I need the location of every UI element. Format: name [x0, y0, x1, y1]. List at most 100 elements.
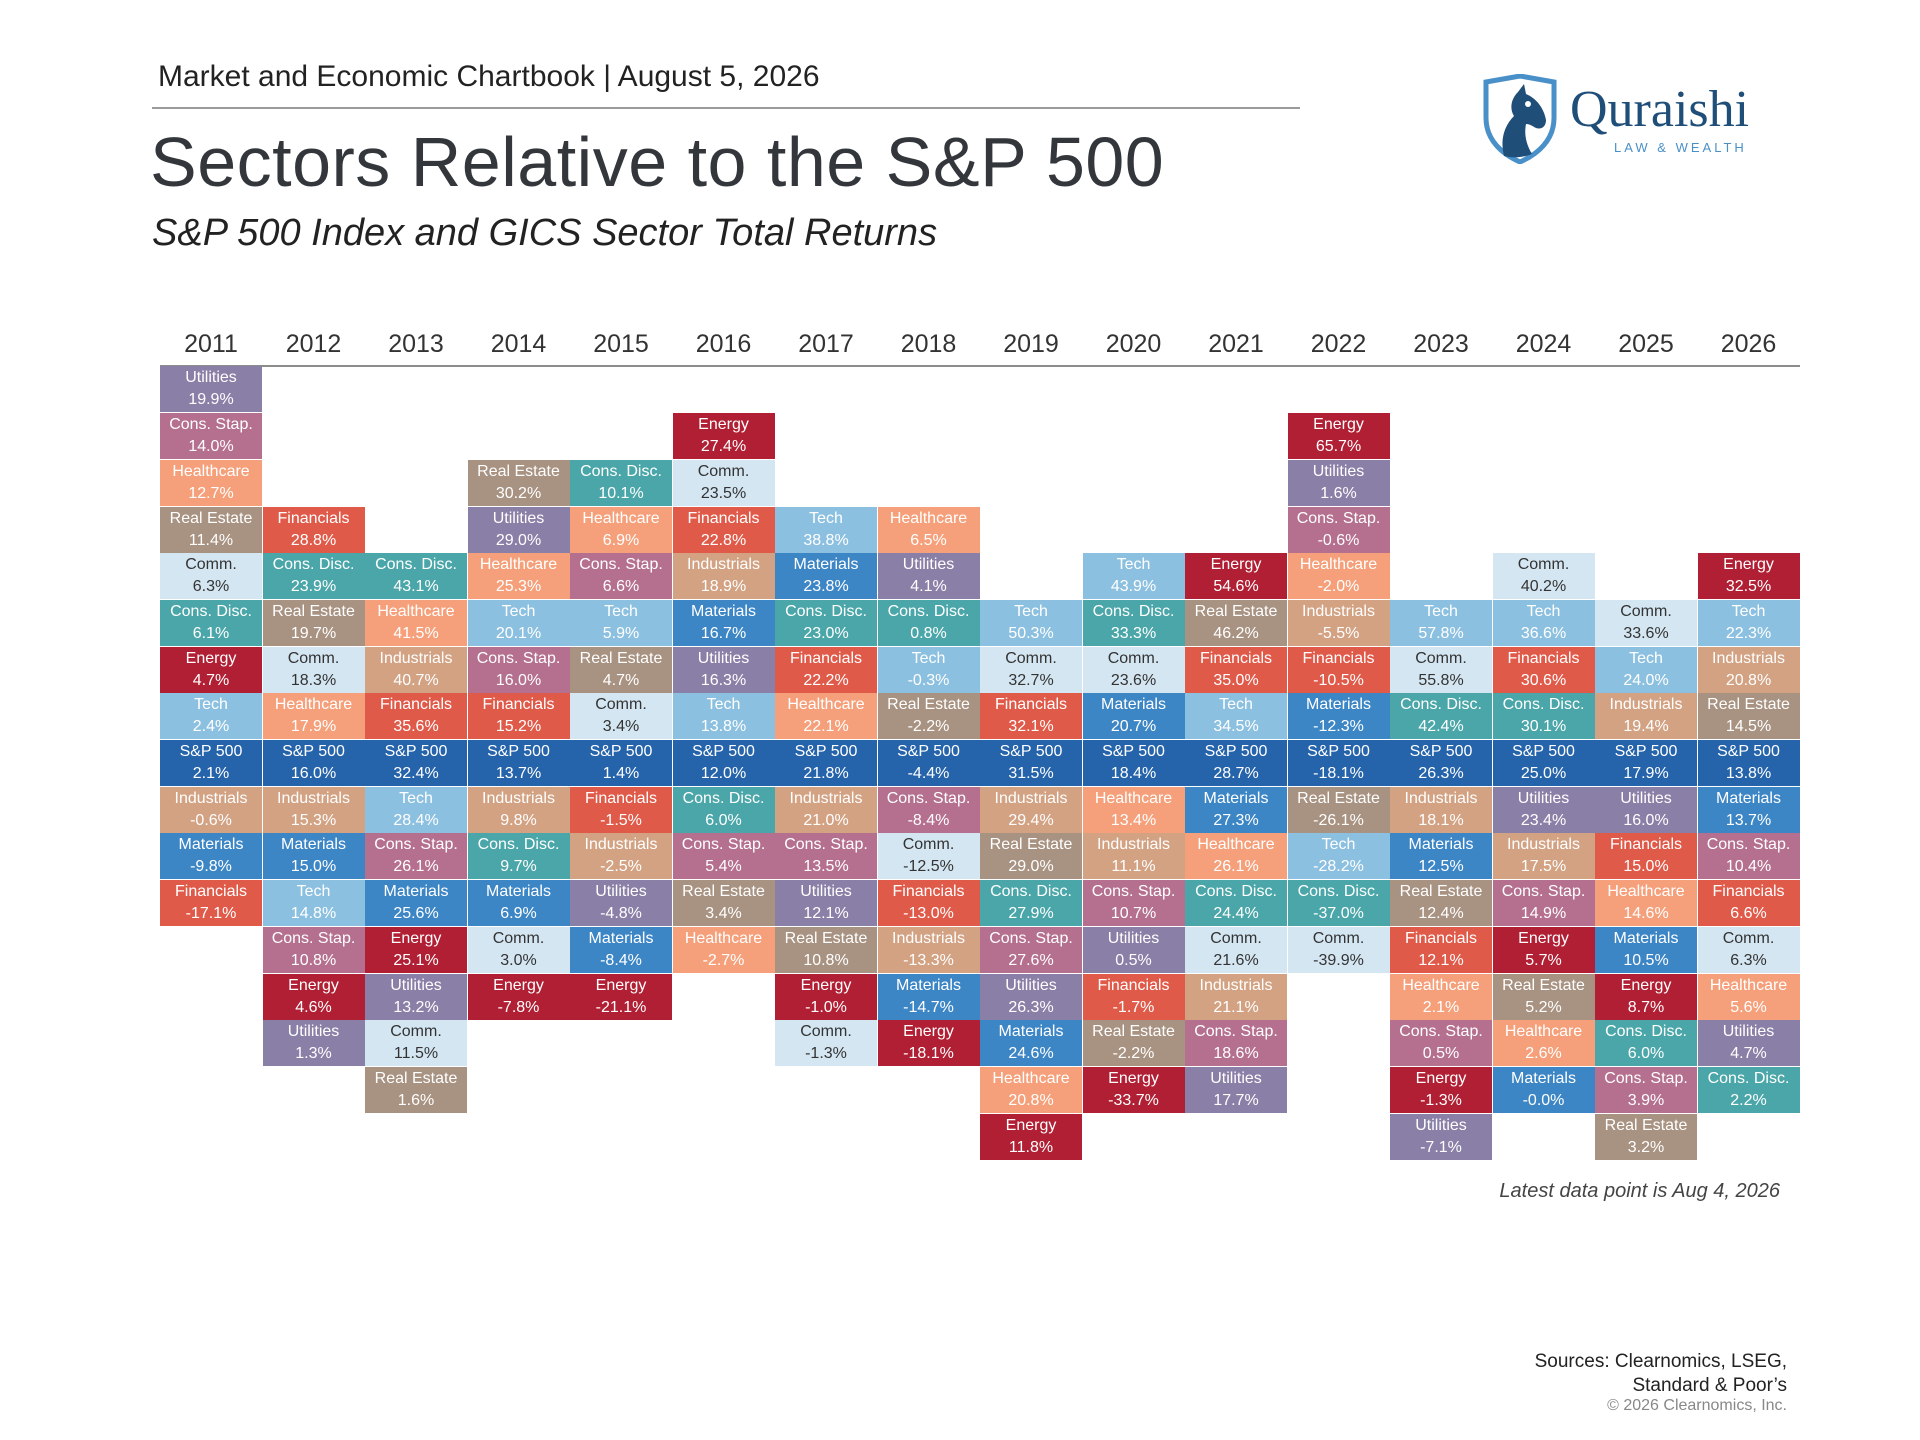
sector-name: Cons. Stap.: [1091, 883, 1176, 901]
sector-return: 10.8%: [290, 951, 337, 969]
sector-cell: Financials 35.6%: [365, 693, 467, 740]
sector-name: Tech: [911, 649, 946, 667]
year-label: 2011: [184, 330, 238, 358]
sector-return: -12.3%: [1313, 718, 1364, 736]
sector-name: Financials: [1302, 649, 1375, 667]
sector-cell: Tech 36.6%: [1492, 599, 1595, 646]
sector-return: -18.1%: [1313, 765, 1364, 782]
sector-cell: Materials -9.8%: [160, 833, 262, 880]
year-label: 2024: [1515, 330, 1572, 358]
sector-cell: Energy 11.8%: [980, 1113, 1082, 1160]
sector-name: Tech: [1116, 556, 1151, 574]
sector-return: 27.3%: [1213, 811, 1259, 829]
sector-cell: Utilities 19.9%: [160, 366, 262, 413]
sector-return: 23.6%: [1110, 671, 1157, 689]
sector-return: 30.6%: [1520, 671, 1567, 689]
sector-name: Materials: [486, 883, 551, 901]
sector-cell: Materials 15.0%: [262, 833, 365, 880]
sector-cell: Industrials 9.8%: [467, 786, 570, 833]
sector-cell: Financials 28.8%: [262, 506, 365, 553]
sector-return: 12.4%: [1418, 905, 1464, 923]
sector-return: 1.6%: [397, 1091, 435, 1109]
sp500-cell: S&P 500 13.8%: [1697, 740, 1800, 786]
sector-return: 6.6%: [602, 578, 640, 596]
sector-name: Financials: [1609, 836, 1683, 854]
sector-return: 23.0%: [803, 624, 849, 642]
sector-cell: Financials 30.6%: [1492, 646, 1595, 693]
sector-return: 35.0%: [1213, 671, 1259, 689]
sector-name: Cons. Disc.: [375, 556, 457, 574]
sector-name: Financials: [1712, 883, 1785, 901]
sp500-cell: S&P 500 16.0%: [262, 740, 365, 786]
sector-return: 42.4%: [1418, 718, 1464, 736]
sector-return: 22.3%: [1725, 624, 1772, 642]
sector-name: Comm.: [1107, 649, 1160, 667]
sector-name: Energy: [1415, 1069, 1467, 1087]
sector-name: Utilities: [1620, 789, 1672, 807]
sp500-cell: S&P 500 -18.1%: [1287, 740, 1390, 786]
sector-cell: Real Estate 3.4%: [672, 880, 775, 927]
sector-return: 13.2%: [393, 998, 439, 1016]
sector-name: Healthcare: [787, 696, 865, 714]
sector-cell: Real Estate 12.4%: [1390, 880, 1492, 927]
sector-name: Energy: [1723, 556, 1774, 574]
sector-name: S&P 500: [1204, 743, 1268, 760]
sector-cell: Comm. 3.0%: [467, 926, 570, 973]
sector-return: 18.3%: [290, 671, 337, 689]
sector-cell: Healthcare 6.9%: [570, 506, 672, 553]
sector-cell: Healthcare 6.5%: [877, 506, 980, 553]
sector-name: Industrials: [1404, 789, 1478, 807]
sector-return: -1.7%: [1112, 998, 1155, 1016]
sector-name: S&P 500: [1614, 743, 1678, 760]
sector-return: -33.7%: [1108, 1091, 1159, 1109]
latest-data-note: Latest data point is Aug 4, 2026: [1499, 1180, 1780, 1202]
sector-name: Healthcare: [1504, 1023, 1583, 1041]
sector-return: 32.7%: [1008, 671, 1054, 689]
sector-name: Comm.: [697, 462, 750, 480]
sector-cell: Comm. 23.6%: [1082, 646, 1185, 693]
sector-name: S&P 500: [897, 743, 960, 760]
sector-return: 10.7%: [1110, 905, 1157, 923]
sector-name: Materials: [1408, 836, 1474, 854]
sector-name: Financials: [482, 696, 555, 714]
sector-name: Financials: [379, 696, 453, 714]
sector-name: Industrials: [482, 789, 555, 807]
sector-return: 16.3%: [700, 671, 747, 689]
sector-return: 24.6%: [1008, 1045, 1054, 1063]
sector-cell: Utilities 16.0%: [1595, 786, 1697, 833]
sector-name: Energy: [595, 976, 647, 994]
sector-name: S&P 500: [1512, 743, 1575, 760]
sector-cell: Comm. 32.7%: [980, 646, 1082, 693]
sector-cell: Energy 4.6%: [262, 973, 365, 1020]
sector-cell: Cons. Disc. 27.9%: [980, 880, 1082, 927]
sector-return: 13.8%: [700, 718, 747, 736]
sector-return: -28.2%: [1313, 858, 1364, 876]
sector-cell: Energy -33.7%: [1082, 1066, 1185, 1113]
sector-cell: Cons. Disc. 0.8%: [877, 599, 980, 646]
sector-name: Utilities: [595, 883, 647, 901]
sector-return: 24.4%: [1213, 905, 1259, 923]
sector-name: Utilities: [1107, 929, 1160, 947]
sector-name: S&P 500: [487, 743, 550, 760]
sector-cell: Real Estate 10.8%: [775, 926, 877, 973]
sector-return: -10.5%: [1313, 671, 1364, 689]
sector-name: Real Estate: [1194, 602, 1278, 620]
year-label: 2013: [388, 330, 444, 358]
sector-return: -4.8%: [600, 905, 642, 923]
sector-cell: Cons. Disc. 23.0%: [775, 599, 877, 646]
sector-return: 6.9%: [500, 905, 537, 923]
sector-return: 20.7%: [1110, 718, 1157, 736]
sector-cell: Healthcare 22.1%: [775, 693, 877, 740]
sector-return: 6.0%: [705, 811, 742, 829]
sector-cell: Comm. 55.8%: [1390, 646, 1492, 693]
sector-cell: Tech -0.3%: [877, 646, 980, 693]
sector-cell: Materials 12.5%: [1390, 833, 1492, 880]
year-label: 2019: [1003, 330, 1059, 358]
sector-cell: Cons. Disc. 9.7%: [467, 833, 570, 880]
sector-return: 6.0%: [1627, 1045, 1665, 1063]
sector-name: Cons. Stap.: [374, 836, 458, 854]
sector-cell: Tech 50.3%: [980, 599, 1082, 646]
sector-cell: Tech 14.8%: [262, 880, 365, 927]
sector-return: 1.4%: [602, 765, 640, 782]
sector-name: Real Estate: [682, 883, 765, 901]
